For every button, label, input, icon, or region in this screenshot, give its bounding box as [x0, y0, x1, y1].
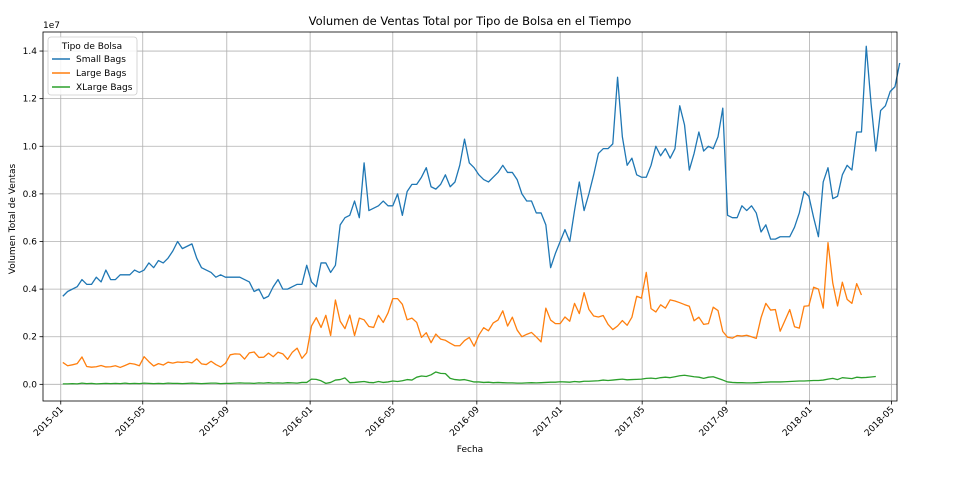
y-tick-label: 1.2 [23, 95, 37, 105]
plot-frame [42, 31, 898, 402]
chart-title: Volumen de Ventas Total por Tipo de Bols… [309, 14, 632, 28]
series-line-large-bags [62, 242, 863, 369]
y-tick-label: 0.6 [23, 237, 38, 247]
y-tick-label: 0.4 [23, 285, 38, 295]
y-tick-label: 1.0 [23, 142, 38, 152]
grid-lines [43, 32, 897, 401]
series-lines [62, 45, 901, 385]
series-line-small-bags [62, 45, 901, 300]
legend-label: Small Bags [76, 55, 126, 65]
y-tick-label: 0.2 [23, 333, 37, 343]
legend-label: XLarge Bags [76, 83, 133, 93]
legend: Tipo de Bolsa Small Bags Large Bags XLarge … [47, 36, 138, 96]
y-tick-label: 1.4 [23, 47, 38, 57]
y-offset-label: 1e7 [43, 21, 60, 31]
series-line-xlarge-bags [62, 371, 876, 385]
y-axis-label: Volumen Total de Ventas [8, 163, 18, 274]
y-tick-label: 0.0 [23, 380, 38, 390]
y-tick-label: 0.8 [23, 190, 38, 200]
legend-label: Large Bags [76, 69, 127, 79]
legend-title: Tipo de Bolsa [61, 42, 122, 52]
legend-box [47, 36, 138, 96]
x-axis-label: Fecha [457, 445, 483, 455]
